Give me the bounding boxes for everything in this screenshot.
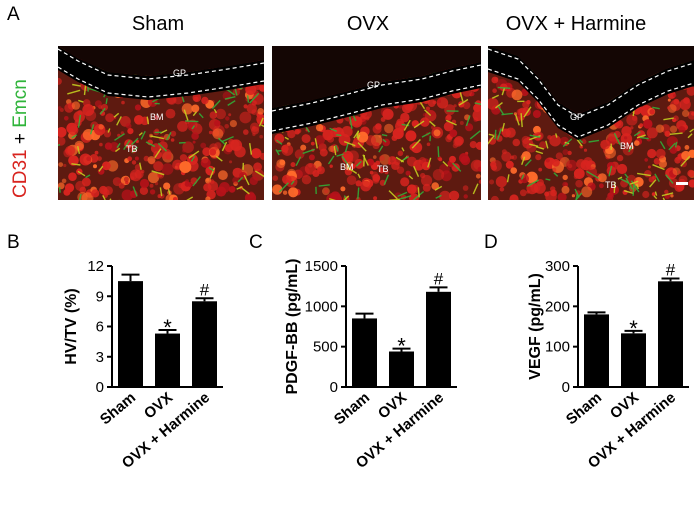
micrograph-label-gp: GP (173, 68, 186, 78)
stain-label-text: CD31 + Emcn (10, 79, 31, 198)
bar-sham (352, 318, 377, 387)
y-tick-label: 12 (87, 258, 104, 275)
y-axis-label: HV/TV (%) (63, 288, 80, 364)
micrograph-label-tb: TB (377, 164, 389, 174)
micrograph-ovx-harmine: GP BM TB (488, 46, 694, 200)
y-tick-label: 500 (313, 339, 338, 356)
panel-letter-a: A (7, 4, 20, 26)
y-axis-label: PDGF-BB (pg/mL) (284, 259, 301, 395)
y-tick-label: 6 (96, 319, 104, 336)
stain-label-emcn: Emcn (10, 79, 31, 128)
scale-bar (676, 182, 688, 185)
y-axis-label: VEGF (pg/mL) (527, 273, 544, 380)
y-tick-label: 200 (545, 298, 570, 315)
significance-hash: # (434, 269, 444, 288)
micrograph-label-tb: TB (126, 144, 138, 154)
y-tick-label: 0 (330, 379, 338, 396)
y-tick-label: 100 (545, 339, 570, 356)
y-tick-label: 9 (96, 288, 104, 305)
micrograph-label-gp: GP (570, 112, 583, 122)
y-tick-label: 3 (96, 349, 104, 366)
column-title-sham: Sham (58, 13, 258, 36)
y-tick-label: 1000 (305, 298, 338, 315)
significance-star: * (397, 334, 406, 359)
bar-ovx-harmine (192, 301, 217, 387)
significance-star: * (163, 315, 172, 340)
micrograph-sham: GP BM TB (58, 46, 264, 200)
bar-sham (118, 281, 143, 387)
y-tick-label: 0 (562, 379, 570, 396)
y-tick-label: 0 (96, 379, 104, 396)
micrograph-label-bm: BM (340, 162, 354, 172)
micrograph-label-bm: BM (620, 141, 634, 151)
micrograph-label-bm: BM (150, 112, 164, 122)
stain-label-cd31: CD31 (10, 149, 31, 198)
bar-ovx-harmine (658, 281, 683, 387)
column-title-ovx: OVX (268, 13, 468, 36)
micrograph-label-tb: TB (605, 180, 617, 190)
bar-ovx (621, 333, 646, 387)
micrograph-ovx: GP BM TB (272, 46, 481, 200)
y-tick-label: 300 (545, 258, 570, 275)
micrograph-label-gp: GP (367, 80, 380, 90)
y-tick-label: 1500 (305, 258, 338, 275)
significance-hash: # (666, 261, 676, 280)
bar-ovx (155, 334, 180, 387)
significance-star: * (629, 316, 638, 341)
stain-label-plus: + (10, 128, 31, 150)
bar-ovx-harmine (426, 292, 451, 387)
bar-sham (584, 314, 609, 387)
column-title-ovx-harmine: OVX + Harmine (476, 13, 676, 36)
significance-hash: # (200, 280, 210, 299)
stain-side-label: CD31 + Emcn (6, 48, 34, 198)
